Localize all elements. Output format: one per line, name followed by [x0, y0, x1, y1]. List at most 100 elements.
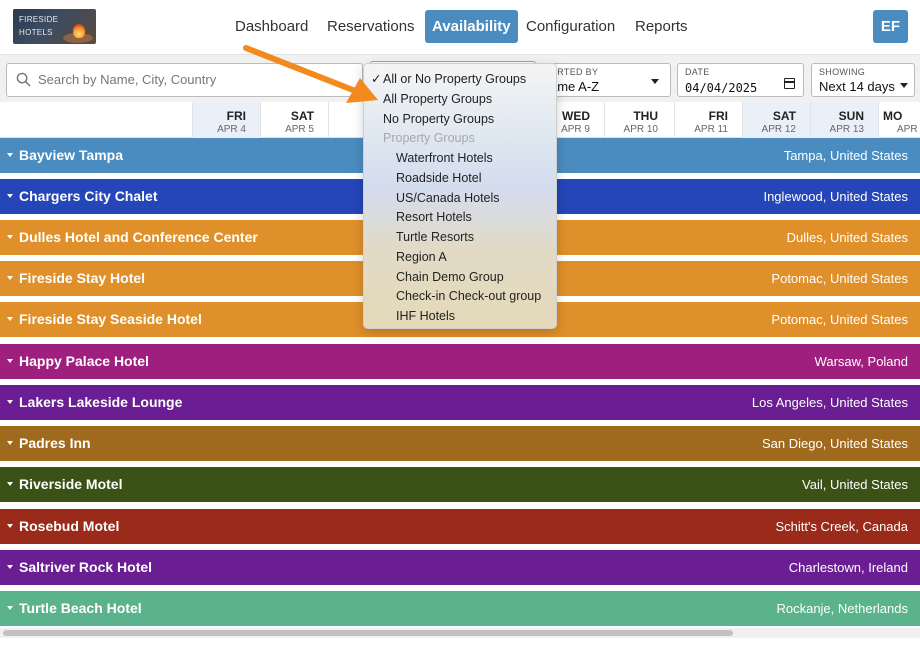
date-column: MO APR [878, 102, 920, 138]
date-column: FRI APR 11 [674, 102, 742, 138]
hotel-name: Rosebud Motel [19, 518, 120, 534]
caret-down-icon[interactable] [7, 194, 13, 198]
checkmark-icon: ✓ [371, 72, 382, 86]
date-column: FRI APR 4 [192, 102, 260, 138]
option-turtle-resorts[interactable]: Turtle Resorts [364, 227, 558, 247]
day-of-week: SAT [290, 109, 314, 123]
hotel-location: Los Angeles, United States [751, 395, 908, 410]
day-date: APR 10 [623, 124, 658, 135]
caret-down-icon[interactable] [7, 359, 13, 363]
fireside-hotels-logo[interactable]: FIRESIDE HOTELS [13, 9, 96, 44]
calendar-icon[interactable] [784, 78, 795, 89]
hotel-location: Charlestown, Ireland [788, 560, 908, 575]
hotel-row[interactable]: Padres Inn San Diego, United States [0, 426, 920, 461]
logo-text-line1: FIRESIDE [19, 15, 59, 24]
option-all-property-groups[interactable]: All Property Groups [364, 89, 558, 109]
scrollbar-thumb[interactable] [3, 630, 733, 636]
option-label: IHF Hotels [396, 309, 456, 323]
option-waterfront-hotels[interactable]: Waterfront Hotels [364, 148, 558, 168]
hotel-location: Dulles, United States [786, 230, 908, 245]
showing-label: SHOWING [819, 67, 866, 77]
date-column: SAT APR 5 [260, 102, 328, 138]
option-label: Check-in Check-out group [396, 289, 542, 303]
nav-dashboard[interactable]: Dashboard [235, 18, 309, 35]
sort-label: ORTED BY [550, 67, 599, 77]
option-check-in-check-out-group[interactable]: Check-in Check-out group [364, 286, 558, 306]
hotel-row[interactable]: Saltriver Rock Hotel Charlestown, Irelan… [0, 550, 920, 585]
hotel-name: Fireside Stay Hotel [19, 270, 146, 286]
option-label: All Property Groups [383, 92, 493, 106]
hotel-name: Fireside Stay Seaside Hotel [19, 311, 202, 327]
day-date: APR 13 [829, 124, 864, 135]
search-icon [16, 72, 31, 87]
option-label: Property Groups [383, 131, 475, 145]
sort-value: ame A-Z [550, 79, 600, 94]
hotel-name: Chargers City Chalet [19, 188, 158, 204]
option-roadside-hotel[interactable]: Roadside Hotel [364, 168, 558, 188]
nav-availability[interactable]: Availability [425, 10, 518, 43]
option-no-property-groups[interactable]: No Property Groups [364, 109, 558, 129]
caret-down-icon[interactable] [7, 400, 13, 404]
hotel-row[interactable]: Lakers Lakeside Lounge Los Angeles, Unit… [0, 385, 920, 420]
option-us-canada-hotels[interactable]: US/Canada Hotels [364, 188, 558, 208]
day-date: APR 12 [761, 124, 796, 135]
date-column: THU APR 10 [604, 102, 672, 138]
hotel-name: Lakers Lakeside Lounge [19, 394, 183, 410]
option-label: Chain Demo Group [396, 270, 504, 284]
option-chain-demo-group[interactable]: Chain Demo Group [364, 267, 558, 287]
option-resort-hotels[interactable]: Resort Hotels [364, 207, 558, 227]
nav-configuration[interactable]: Configuration [526, 18, 616, 35]
caret-down-icon[interactable] [7, 235, 13, 239]
search-input[interactable]: Search by Name, City, Country [6, 63, 363, 97]
day-date: APR 11 [694, 124, 728, 135]
date-value: 04/04/2025 [685, 81, 758, 95]
hotel-name: Dulles Hotel and Conference Center [19, 229, 258, 245]
nav-reports[interactable]: Reports [635, 18, 688, 35]
date-picker[interactable]: DATE 04/04/2025 [677, 63, 804, 97]
property-group-dropdown: ✓ All or No Property Groups All Property… [363, 63, 557, 329]
day-of-week: FRI [226, 109, 246, 123]
caret-down-icon[interactable] [7, 317, 13, 321]
hotel-row[interactable]: Rosebud Motel Schitt's Creek, Canada [0, 509, 920, 544]
logo-text-line2: HOTELS [19, 28, 53, 37]
hotel-row[interactable]: Happy Palace Hotel Warsaw, Poland [0, 344, 920, 379]
date-column: SAT APR 12 [742, 102, 810, 138]
caret-down-icon[interactable] [7, 606, 13, 610]
caret-down-icon[interactable] [7, 441, 13, 445]
day-of-week: FRI [708, 109, 728, 123]
option-region-a[interactable]: Region A [364, 247, 558, 267]
option-all-or-no-property-groups[interactable]: ✓ All or No Property Groups [364, 69, 558, 89]
chevron-down-icon [651, 79, 659, 84]
day-of-week: MO [883, 109, 903, 123]
hotel-name: Bayview Tampa [19, 147, 124, 163]
option-label: US/Canada Hotels [396, 191, 500, 205]
option-label: Resort Hotels [396, 210, 472, 224]
option-ihf-hotels[interactable]: IHF Hotels [364, 306, 558, 326]
hotel-location: Schitt's Creek, Canada [775, 519, 908, 534]
option-label: Waterfront Hotels [396, 151, 493, 165]
hotel-name: Turtle Beach Hotel [19, 600, 142, 616]
hotel-location: Tampa, United States [783, 148, 908, 163]
user-avatar-button[interactable]: EF [873, 10, 908, 43]
caret-down-icon[interactable] [7, 153, 13, 157]
sort-select[interactable]: ORTED BY ame A-Z [536, 63, 671, 97]
hotel-location: Potomac, United States [771, 312, 908, 327]
showing-value: Next 14 days [819, 79, 895, 94]
caret-down-icon[interactable] [7, 565, 13, 569]
option-label: Roadside Hotel [396, 171, 482, 185]
showing-select[interactable]: SHOWING Next 14 days [811, 63, 915, 97]
hotel-row[interactable]: Riverside Motel Vail, United States [0, 467, 920, 502]
caret-down-icon[interactable] [7, 524, 13, 528]
caret-down-icon[interactable] [7, 482, 13, 486]
logo-glow [63, 33, 93, 43]
hotel-location: Inglewood, United States [763, 189, 908, 204]
nav-reservations[interactable]: Reservations [327, 18, 415, 35]
caret-down-icon[interactable] [7, 276, 13, 280]
search-placeholder: Search by Name, City, Country [38, 72, 217, 87]
option-label: Turtle Resorts [396, 230, 475, 244]
day-of-week: SAT [772, 109, 796, 123]
day-date: APR 5 [285, 124, 314, 135]
horizontal-scrollbar[interactable] [0, 628, 920, 638]
hotel-row[interactable]: Turtle Beach Hotel Rockanje, Netherlands [0, 591, 920, 626]
hotel-location: Potomac, United States [771, 271, 908, 286]
